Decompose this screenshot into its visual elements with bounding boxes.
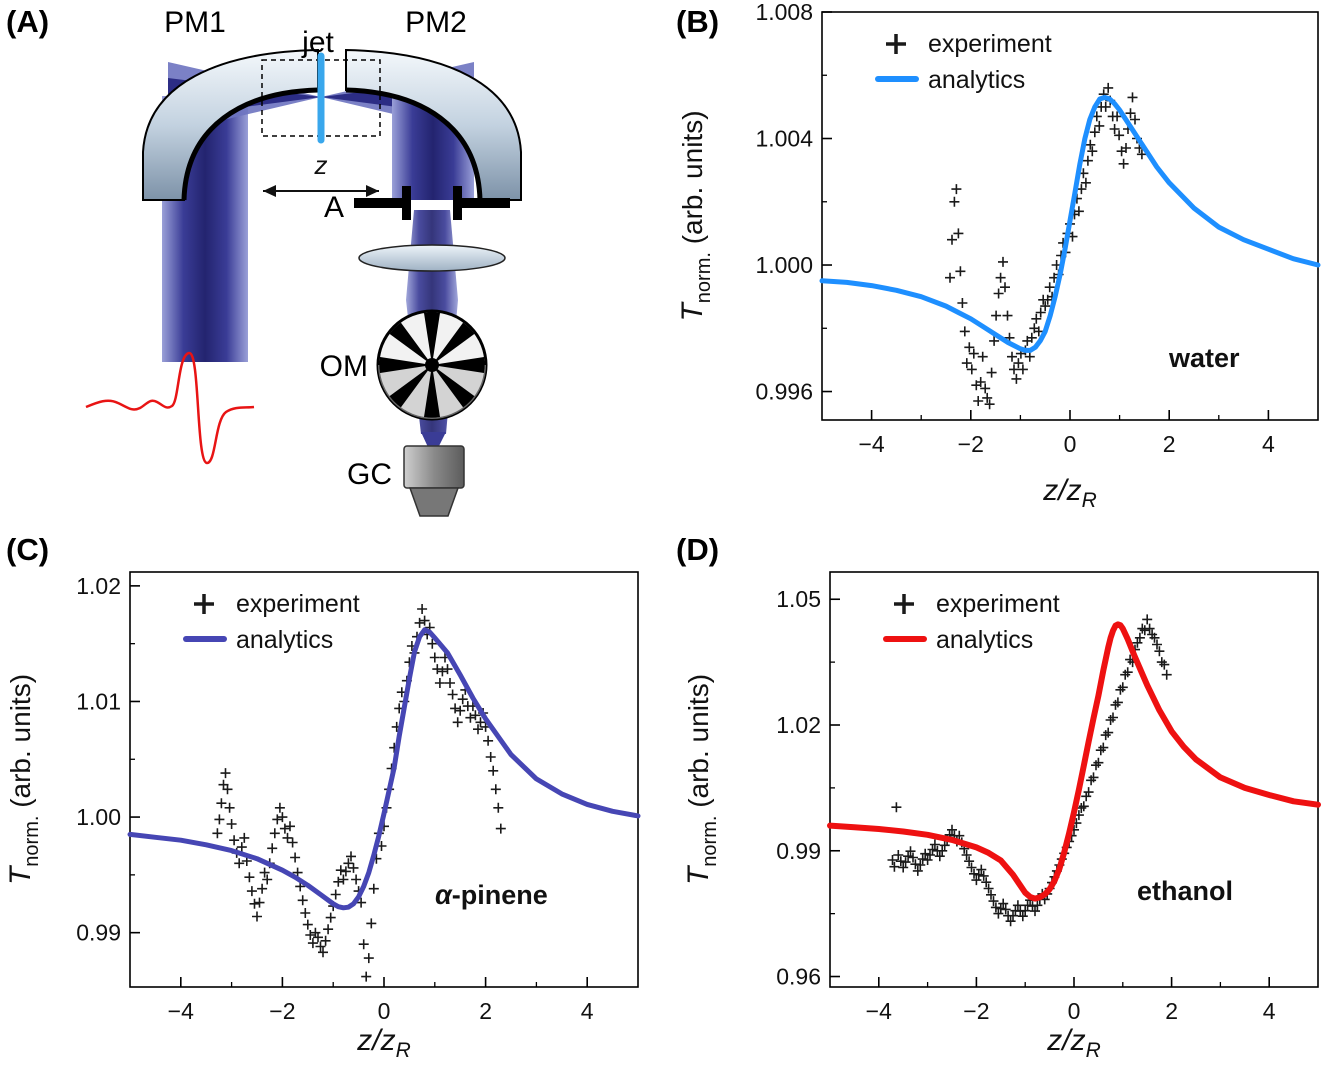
svg-text:2: 2 [1165, 998, 1178, 1024]
chopper-label: OM [320, 350, 368, 383]
legend-label-analytics: analytics [928, 66, 1025, 94]
svg-text:1.000: 1.000 [755, 252, 813, 278]
experiment-scatter [887, 614, 1172, 927]
plot-frame [129, 571, 639, 988]
legend-cross-marker [894, 594, 914, 614]
svg-text:0.99: 0.99 [76, 920, 121, 946]
svg-text:−4: −4 [168, 998, 194, 1024]
svg-text:4: 4 [581, 998, 594, 1024]
svg-text:1.00: 1.00 [76, 804, 121, 830]
legend-label-experiment: experiment [928, 30, 1052, 58]
panel-d: (D) −4 −2 0 2 4 0.96 0.99 1.02 1.05 experiment ana… [664, 520, 1328, 1071]
beam-focus-cone [421, 432, 446, 458]
pm2-label: PM2 [405, 6, 467, 39]
svg-text:1.004: 1.004 [755, 126, 813, 152]
svg-text:0: 0 [378, 998, 391, 1024]
analytics-curve [819, 94, 1321, 353]
y-axis: 0.996 1.000 1.004 1.008 [755, 0, 832, 405]
panel-c: (C) −4 −2 0 2 4 0.99 1.00 1.01 1.02 experiment ana… [0, 520, 664, 1071]
chart-ethanol: −4 −2 0 2 4 0.96 0.99 1.02 1.05 experiment analyti… [682, 571, 1321, 1062]
legend-cross-marker [194, 594, 214, 614]
y-axis-label: Tnorm. (arb. units) [682, 674, 721, 885]
svg-text:0: 0 [1068, 998, 1081, 1024]
legend: experiment analytics [883, 590, 1060, 654]
arrowhead-left [263, 185, 276, 197]
x-axis: −4 −2 0 2 4 [858, 410, 1275, 457]
svg-text:0.96: 0.96 [776, 964, 821, 990]
legend-label-analytics: analytics [936, 626, 1033, 654]
z-label: z [314, 150, 328, 180]
x-axis-label: z/zR [1046, 1024, 1101, 1062]
svg-text:1.02: 1.02 [776, 712, 821, 738]
chart-water: −4 −2 0 2 4 0.996 1.000 1.004 1.008 experiment ana… [676, 0, 1321, 512]
chopper-hub [425, 358, 439, 372]
plot-frame [829, 571, 1319, 988]
x-axis: −4 −2 0 2 4 [168, 977, 594, 1024]
pm2-reflective-face [345, 87, 483, 201]
x-axis-label: z/zR [1042, 474, 1097, 512]
x-axis-label: z/zR [356, 1024, 411, 1062]
svg-text:1.02: 1.02 [76, 573, 121, 599]
pm1-reflective-face [181, 87, 319, 201]
svg-text:0.996: 0.996 [755, 379, 813, 405]
svg-text:−4: −4 [858, 431, 884, 457]
svg-text:4: 4 [1263, 998, 1276, 1024]
legend-cross-marker [886, 34, 906, 54]
y-axis-label: Tnorm. (arb. units) [676, 110, 715, 321]
panel-letter-a: (A) [6, 4, 50, 39]
panel-a: (A) [0, 0, 664, 520]
z-translation-arrow [263, 185, 379, 197]
svg-text:1.05: 1.05 [776, 586, 821, 612]
laser-pulse-waveform [85, 351, 255, 465]
legend: experiment analytics [875, 30, 1052, 94]
sample-label: ethanol [1137, 876, 1233, 906]
y-axis-label: Tnorm. (arb. units) [4, 674, 43, 885]
sample-label: α-pinene [435, 880, 548, 910]
detector-label: GC [347, 458, 392, 491]
legend-label-analytics: analytics [236, 626, 333, 654]
analytics-curve [127, 627, 641, 911]
y-axis: 0.99 1.00 1.01 1.02 [76, 573, 140, 946]
detector-gc [403, 445, 465, 517]
setup-diagram: PM1 PM2 jet z A OM GC [85, 6, 522, 517]
panel-b: (B) −4 −2 0 2 4 0.996 1.000 1.004 1.008 experimen… [664, 0, 1328, 520]
svg-text:−2: −2 [963, 998, 989, 1024]
aperture [354, 186, 510, 220]
svg-text:0.99: 0.99 [776, 838, 821, 864]
svg-text:1.01: 1.01 [76, 688, 121, 714]
arrowhead-right [366, 185, 379, 197]
collection-lens [358, 244, 506, 272]
jet-label: jet [301, 26, 334, 59]
svg-text:−4: −4 [866, 998, 892, 1024]
chart-alpha-pinene: −4 −2 0 2 4 0.99 1.00 1.01 1.02 experiment analyti… [4, 571, 641, 1062]
chopper-wheel [376, 309, 488, 421]
panel-letter-b: (B) [676, 4, 720, 39]
y-axis: 0.96 0.99 1.02 1.05 [776, 586, 840, 990]
svg-text:−2: −2 [269, 998, 295, 1024]
panel-letter-c: (C) [6, 532, 50, 567]
legend: experiment analytics [183, 590, 360, 654]
panel-letter-d: (D) [676, 532, 720, 567]
svg-text:2: 2 [479, 998, 492, 1024]
svg-text:4: 4 [1262, 431, 1275, 457]
aperture-label: A [324, 191, 344, 224]
pm1-label: PM1 [164, 6, 226, 39]
mirrors [142, 48, 522, 201]
analytics-curve [827, 621, 1321, 902]
svg-text:0: 0 [1064, 431, 1077, 457]
sample-label: water [1168, 343, 1240, 373]
svg-text:−2: −2 [958, 431, 984, 457]
svg-text:2: 2 [1163, 431, 1176, 457]
x-axis: −4 −2 0 2 4 [866, 977, 1276, 1024]
legend-label-experiment: experiment [236, 590, 360, 618]
svg-text:1.008: 1.008 [755, 0, 813, 25]
experiment-scatter [945, 82, 1147, 410]
legend-label-experiment: experiment [936, 590, 1060, 618]
